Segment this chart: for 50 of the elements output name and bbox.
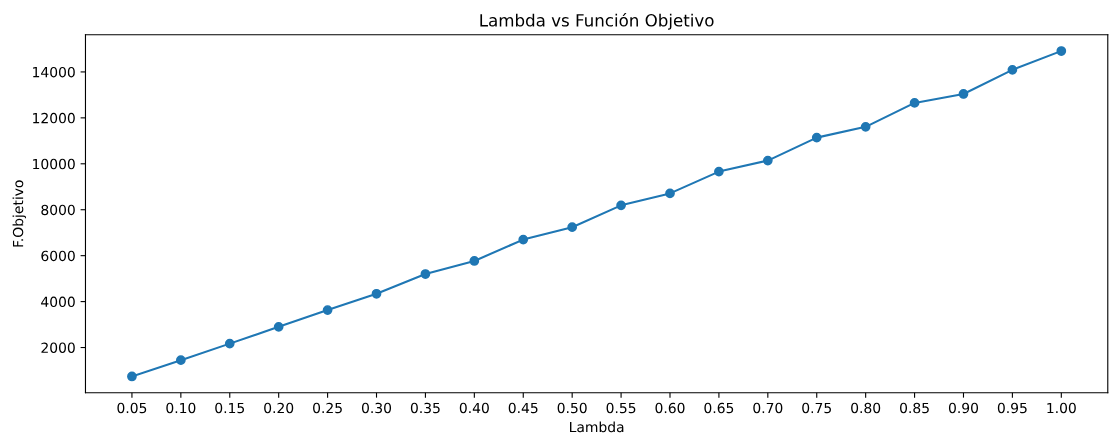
y-tick-label: 2000 [41,342,75,353]
x-tick-label: 0.85 [900,402,929,414]
point [371,288,382,299]
x-tick-label: 0.60 [655,402,685,414]
point [762,155,773,166]
x-tick-label: 0.55 [606,402,636,414]
point [1007,64,1018,75]
point [127,371,137,382]
x-tick-label: 0.75 [802,402,831,414]
x-tick-label: 0.15 [215,402,245,414]
point [714,166,724,177]
point [1056,46,1067,56]
x-tick-label: 0.80 [851,402,881,414]
point [518,234,529,245]
point [175,355,186,366]
x-tick-label: 0.30 [361,402,392,414]
y-tick-label: 12000 [33,112,75,124]
point [469,256,480,266]
y-tick-label: 8000 [41,204,75,216]
x-tick-label: 0.50 [557,402,587,414]
x-tick-label: 0.70 [753,402,783,414]
x-tick-label: 0.65 [704,402,734,414]
x-tick-label: 0.35 [410,402,440,414]
point [616,200,626,211]
chart-title: Lambda vs Función Objetivo [480,13,714,30]
x-tick-label: 0.20 [264,402,294,414]
point [665,188,675,199]
point [420,269,431,279]
x-tick-label: 1.00 [1047,402,1076,414]
y-tick-label: 14000 [33,66,75,78]
x-tick-label: 0.95 [997,402,1027,414]
x-tick-label: 0.25 [313,402,342,414]
x-tick-label: 0.40 [459,402,489,414]
point [273,321,284,332]
point [567,222,578,233]
y-tick-label: 6000 [41,250,75,262]
point [224,338,235,349]
x-tick-label: 0.10 [166,402,196,414]
y-tick-label: 10000 [33,158,75,170]
point [958,89,969,99]
x-tick-label: 0.05 [117,402,147,414]
x-axis-title: Lambda [570,421,624,433]
point [811,132,822,143]
x-tick-label: 0.45 [508,402,538,414]
y-tick-label: 4000 [41,296,75,308]
point [909,98,920,108]
point [860,121,871,132]
x-tick-label: 0.90 [948,402,979,414]
y-axis-title: F.Objetivo [12,180,27,247]
point [322,305,333,315]
